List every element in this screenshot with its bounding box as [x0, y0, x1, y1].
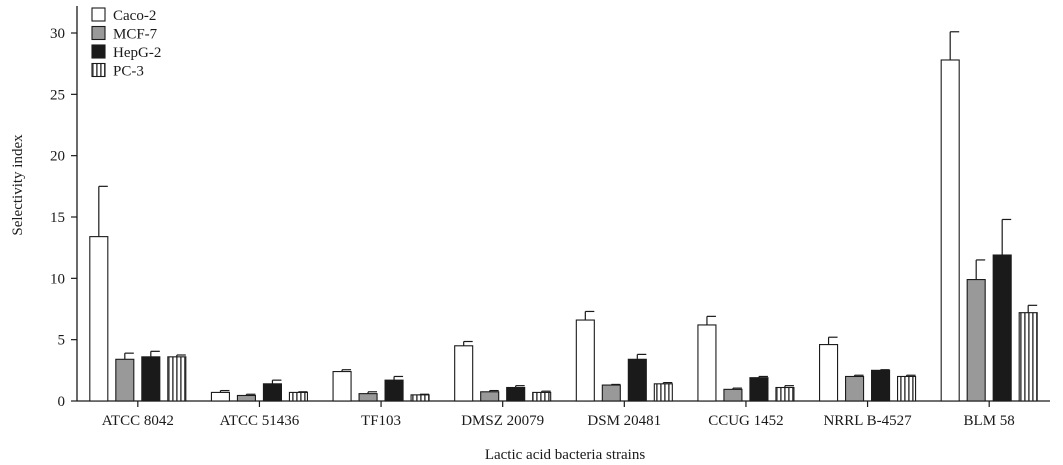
y-tick-label: 15: [50, 210, 65, 226]
bar: [653, 383, 673, 402]
bar: [262, 383, 282, 402]
x-tick-label: TF103: [361, 413, 401, 429]
x-tick-label: ATCC 8042: [102, 413, 174, 429]
y-tick-label: 25: [50, 87, 65, 103]
bar: [532, 391, 552, 402]
y-axis-title: Selectivity index: [10, 134, 26, 236]
bar: [288, 391, 308, 402]
bar: [601, 384, 621, 402]
bar: [627, 358, 647, 402]
legend-label: PC-3: [113, 64, 144, 80]
bar: [775, 386, 795, 402]
legend-swatch: [91, 62, 106, 78]
bar: [697, 324, 717, 402]
bar: [575, 319, 595, 402]
bar: [332, 371, 352, 402]
legend-label: HepG-2: [113, 45, 161, 61]
bar: [506, 386, 526, 402]
legend-label: MCF-7: [113, 27, 158, 43]
bar: [89, 236, 109, 402]
bar: [819, 344, 839, 402]
x-tick-label: DSM 20481: [587, 413, 661, 429]
bar: [410, 394, 430, 402]
x-tick-label: NRRL B-4527: [823, 413, 912, 429]
y-tick-label: 10: [50, 271, 65, 287]
y-tick-label: 5: [58, 333, 66, 349]
bar: [167, 356, 187, 402]
x-tick-label: ATCC 51436: [220, 413, 300, 429]
bar: [723, 388, 743, 402]
x-axis-title: Lactic acid bacteria strains: [485, 447, 645, 463]
bar: [236, 394, 256, 402]
bar: [115, 358, 135, 402]
bar: [871, 369, 891, 402]
bar: [141, 356, 161, 402]
bar: [749, 377, 769, 402]
y-tick-label: 20: [50, 149, 65, 165]
legend-label: Caco-2: [113, 8, 156, 24]
bar: [1018, 312, 1038, 402]
bar: [966, 279, 986, 402]
bar: [384, 379, 404, 402]
bar: [480, 391, 500, 402]
bar: [358, 393, 378, 402]
legend-swatch: [91, 44, 106, 59]
legend-swatch: [91, 7, 106, 22]
x-tick-label: BLM 58: [964, 413, 1015, 429]
bar: [992, 254, 1012, 402]
legend-swatch: [91, 25, 106, 41]
bar: [940, 59, 960, 402]
y-tick-label: 0: [58, 394, 66, 410]
bar: [210, 391, 230, 402]
x-tick-label: CCUG 1452: [708, 413, 783, 429]
y-tick-label: 30: [50, 26, 65, 42]
bar: [897, 375, 917, 402]
x-tick-label: DMSZ 20079: [461, 413, 544, 429]
bar: [845, 375, 865, 402]
bar: [454, 345, 474, 402]
